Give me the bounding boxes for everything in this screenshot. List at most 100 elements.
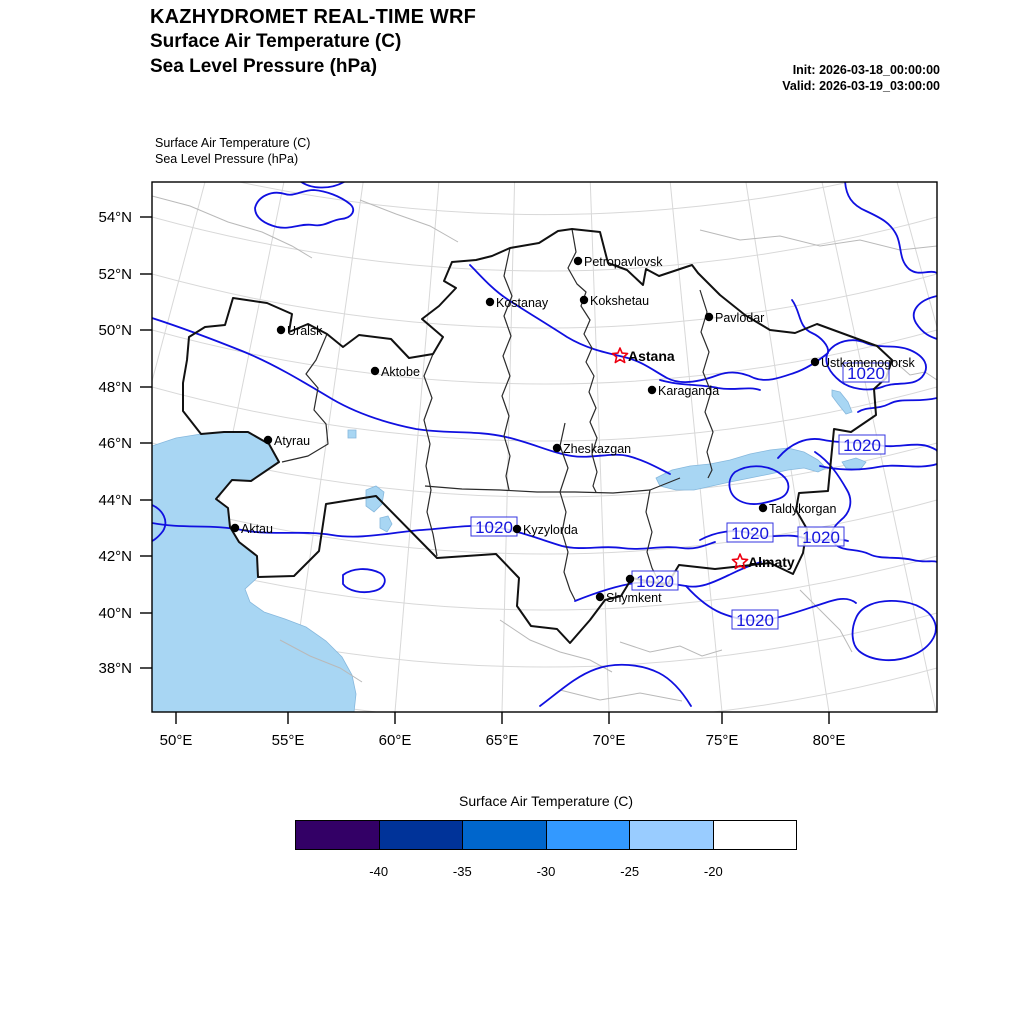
colorbar-tick-label: -30 [536,864,556,879]
lon-tick-label: 50°E [160,732,193,749]
colorbar-segment [546,821,630,849]
city-dot-icon [579,295,589,305]
valid-time: Valid: 2026-03-19_03:00:00 [782,79,940,93]
map-caption-line1: Surface Air Temperature (C) [155,136,311,150]
colorbar-tick-label: -40 [369,864,389,879]
city-label: Kyzylorda [523,523,578,537]
city-label: Astana [628,348,675,364]
city-dot-icon [263,435,273,445]
isobar-label: 1020 [636,572,674,591]
lat-tick-label: 54°N [98,209,132,226]
city-dot-icon [625,574,635,584]
city-label: Atyrau [274,434,310,448]
isobar-label: 1020 [843,436,881,455]
colorbar-segment [296,821,380,849]
isobar-label-box [842,362,890,383]
city-label: Ustkamenogorsk [821,356,916,370]
city-label: Uralsk [287,324,323,338]
city-dot-icon [647,385,657,395]
map-caption-line2: Sea Level Pressure (hPa) [155,152,299,166]
run-times: Init: 2026-03-18_00:00:00 Valid: 2026-03… [640,62,940,94]
graticule-meridian [287,182,364,712]
city-label: Kokshetau [590,294,649,308]
lat-tick-label: 42°N [98,548,132,565]
map-caption: Surface Air Temperature (C) Sea Level Pr… [155,135,310,167]
isobar-label-box [726,522,774,543]
aral-lake-2 [379,515,393,533]
lat-tick-label: 46°N [98,435,132,452]
isobar-label: 1020 [736,611,774,630]
lon-tick-label: 65°E [486,732,519,749]
graticule-parallel [152,555,937,611]
city-dot-icon [276,325,286,335]
colorbar-tick-labels: -40 -35 -30 -25 -20 [295,864,797,882]
city-dot-icon [595,592,605,602]
city-dot-icon [758,503,768,513]
city-label: Kostanay [496,296,549,310]
aral-lake-1 [365,485,385,513]
lat-tick-label: 44°N [98,492,132,509]
init-time: Init: 2026-03-18_00:00:00 [792,63,940,77]
isobar-label: 1020 [731,524,769,543]
lat-tick-label: 50°N [98,322,132,339]
lat-tick-label: 40°N [98,605,132,622]
city-dot-icon [810,357,820,367]
city-dot-icon [573,256,583,266]
colorbar-segment [463,821,547,849]
city-label: Aktau [241,522,273,536]
lon-tick-label: 75°E [706,732,739,749]
kazakhstan-border [182,228,893,644]
city-label: Shymkent [606,591,662,605]
lat-tick-label: 52°N [98,266,132,283]
capital-star-icon [611,347,629,364]
colorbar [295,820,797,850]
city-label: Aktobe [381,365,420,379]
isobar-label: 1020 [802,528,840,547]
small-lake [347,429,357,439]
colorbar-tick-label: -25 [620,864,640,879]
isobar-label-box [797,526,845,547]
colorbar-segment [713,821,796,849]
isobar-labels: 1020 1020 1020 1020 1020 1020 1020 [470,362,890,630]
colorbar-title: Surface Air Temperature (C) [458,793,634,809]
graticule-meridian [152,182,206,384]
lon-tick-label: 70°E [593,732,626,749]
lat-tick-label: 48°N [98,379,132,396]
graticule-parallel [152,216,937,272]
colorbar-tick-label: -35 [452,864,472,879]
graticule-meridian [745,182,830,712]
city-label: Pavlodar [715,311,764,325]
lat-tick-label: 38°N [98,660,132,677]
graticule-meridian [501,182,516,712]
colorbar-segment [630,821,714,849]
city-label: Taldykorgan [769,502,836,516]
isobar-label-box [731,609,779,630]
isobar-label: 1020 [475,518,513,537]
city-markers: Petropavlovsk Kostanay Kokshetau Pavlodar Ur… [230,255,916,605]
lon-tick-label: 60°E [379,732,412,749]
longitude-axis: 50°E 55°E 60°E 65°E 70°E 75°E 80°E [160,712,845,749]
foreign-borders [152,195,937,702]
page-subtitle-pressure: Sea Level Pressure (hPa) [150,56,378,77]
colorbar-segment [379,821,463,849]
graticule-meridian [394,182,440,712]
page-title: KAZHYDROMET REAL-TIME WRF [150,6,477,28]
graticule-parallel [152,273,937,329]
graticule-meridian [589,182,610,712]
latitude-axis: 54°N 52°N 50°N 48°N 46°N 44°N 42°N 40°N 38°N [98,209,152,677]
city-label: Karaganda [658,384,719,398]
lake-alakol [841,457,867,471]
lake-zaysan [831,389,853,415]
city-dot-icon [230,523,240,533]
page-subtitle-temperature: Surface Air Temperature (C) [150,31,402,52]
graticule-meridian [896,182,937,330]
city-dot-icon [485,297,495,307]
city-label: Zheskazgan [563,442,631,456]
graticule-parallel [237,182,852,216]
city-dot-icon [552,443,562,453]
isobar-label: 1020 [847,364,885,383]
city-dot-icon [370,366,380,376]
city-label: Almaty [748,554,795,570]
